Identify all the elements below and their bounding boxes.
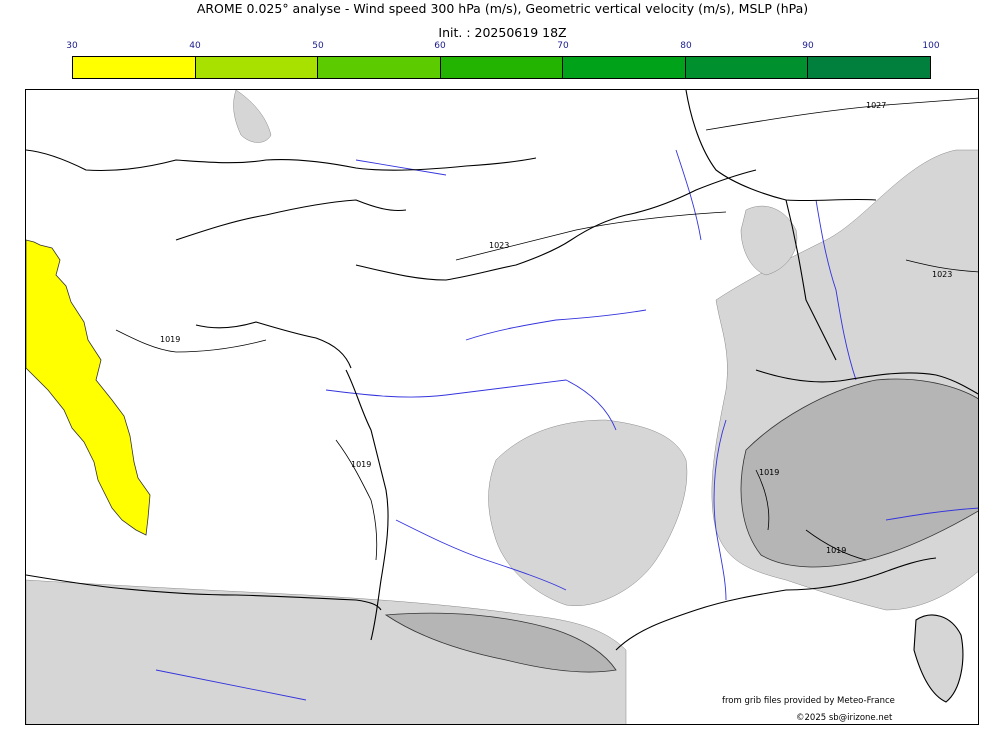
- border-switzerland: [755, 369, 978, 395]
- wind-speed-colorbar: [72, 56, 931, 79]
- isobar-label: 1019: [351, 460, 371, 469]
- isobar-1019-bay: [335, 439, 378, 561]
- isobar-1023-north: [455, 211, 727, 261]
- coastline-corsica: [913, 614, 964, 703]
- colorbar-segment: [73, 57, 196, 78]
- river-garonne: [395, 519, 567, 591]
- river-rhone: [713, 419, 727, 601]
- isobar-1027: [705, 97, 978, 131]
- colorbar-tick: 90: [802, 41, 814, 51]
- isobar-label: 1023: [932, 270, 952, 279]
- isobar-label: 1023: [489, 241, 509, 250]
- terrain-shade-massif-central: [488, 419, 688, 607]
- init-time-subtitle: Init. : 20250619 18Z: [438, 25, 567, 40]
- colorbar-segment: [685, 57, 809, 78]
- coastline-north-sea: [685, 90, 877, 202]
- isobar-1019-west: [115, 329, 267, 353]
- coastlines: [26, 90, 978, 703]
- isobar-label: 1019: [759, 468, 779, 477]
- isobars: [115, 97, 978, 561]
- river-meuse: [675, 149, 702, 241]
- coastline-brittany: [195, 321, 352, 369]
- terrain-shade-uk: [233, 90, 272, 143]
- isobar-1023-east: [905, 259, 978, 273]
- river-po: [885, 507, 978, 521]
- weather-map[interactable]: 1027 1023 1023 1019 1019 1019 1019: [25, 89, 979, 725]
- colorbar-tick: 80: [680, 41, 692, 51]
- coastline-spain-north: [26, 574, 382, 611]
- colorbar-segment: [563, 57, 686, 78]
- colorbar-tick: 30: [66, 41, 78, 51]
- coastline-atlantic: [345, 369, 389, 641]
- rivers: [155, 149, 978, 701]
- copyright-credit: ©2025 sb@irizone.net: [796, 713, 893, 723]
- river-seine: [465, 309, 647, 341]
- coastline-channel-france: [355, 169, 757, 281]
- colorbar-tick: 40: [189, 41, 201, 51]
- terrain-shade-alps-core: [740, 378, 978, 568]
- coastline-great-britain: [26, 149, 537, 241]
- vertical-velocity-shading: [26, 90, 978, 724]
- colorbar-segment: [318, 57, 441, 78]
- border-germany-france: [785, 199, 837, 361]
- river-loire: [325, 379, 617, 431]
- map-canvas: 1027 1023 1023 1019 1019 1019 1019: [26, 90, 978, 724]
- isobar-1019-alps: [755, 469, 770, 531]
- isobar-label: 1027: [866, 101, 886, 110]
- colorbar-tick: 70: [557, 41, 569, 51]
- isobar-1019-south: [805, 529, 867, 561]
- colorbar-tick: 60: [434, 41, 446, 51]
- colorbar-segment: [808, 57, 931, 78]
- jet-streak-30-40: [26, 239, 151, 536]
- isobar-label: 1019: [826, 546, 846, 555]
- colorbar-segment: [440, 57, 564, 78]
- colorbar-tick: 100: [922, 41, 940, 51]
- data-source-credit: from grib files provided by Meteo-France: [722, 696, 895, 706]
- isobar-label: 1019: [160, 335, 180, 344]
- chart-title: AROME 0.025° analyse - Wind speed 300 hP…: [196, 1, 809, 16]
- coastline-mediterranean: [615, 557, 937, 651]
- terrain-shade-pyrenees-core: [384, 612, 617, 673]
- colorbar-tick: 50: [312, 41, 324, 51]
- colorbar-segment: [195, 57, 319, 78]
- terrain-shade-vosges: [740, 205, 798, 276]
- isobar-labels: 1027 1023 1023 1019 1019 1019 1019: [160, 101, 952, 555]
- river-rhine: [815, 199, 857, 381]
- river-ebro: [155, 669, 307, 701]
- river-thames: [355, 159, 447, 176]
